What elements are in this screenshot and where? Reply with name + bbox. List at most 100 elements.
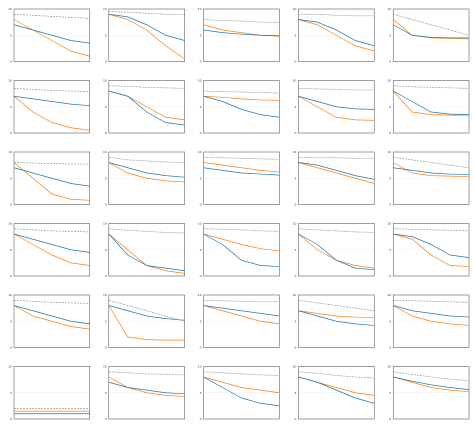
series-line [203,95,280,118]
y-tick-label: 0 [200,346,202,350]
panel: 0 5 10 [103,79,185,135]
y-tick-label: 5 [389,391,391,395]
series-line [393,233,470,258]
series-line [203,95,280,101]
series-line [13,13,90,19]
series-line [13,299,90,304]
series-line [108,305,185,341]
series-line [393,85,470,89]
plot-frame [298,223,375,277]
plot-frame [203,8,280,62]
series-line [392,19,470,40]
series-line [203,19,280,23]
series-line [298,233,375,269]
series-line [108,376,185,397]
series-line [298,156,375,159]
series-line [13,305,90,325]
series-line [108,233,185,272]
y-tick-label: 0 [105,60,107,64]
y-tick-label: 0 [200,274,202,278]
y-tick-label: 0 [294,274,296,278]
y-tick-label: 0 [389,346,391,350]
y-tick-label: 0 [10,131,12,135]
series-line [393,305,470,326]
y-tick-label: 10 [198,79,202,83]
series-line [13,228,90,233]
plot-frame [108,80,185,134]
y-tick-label: 10 [198,293,202,297]
y-tick-label: 0 [294,203,296,207]
series-line [203,233,280,252]
series-line [108,381,185,395]
y-tick-label: 0 [105,203,107,207]
y-tick-label: 10 [103,7,107,11]
y-tick-label: 5 [10,176,12,180]
plot-frame [298,366,375,420]
panel: 0 5 10 [103,150,185,207]
y-tick-label: 5 [200,105,202,109]
y-tick-label: 10 [387,79,391,83]
y-tick-label: 5 [10,105,12,109]
series-line [203,228,280,232]
y-tick-label: 5 [294,176,296,180]
panel: 0 5 10 [8,7,91,64]
y-tick-label: 5 [105,176,107,180]
y-tick-label: 5 [105,319,107,323]
plot-frame [108,8,185,62]
series-line [392,90,469,116]
series-line [393,156,470,169]
plot-frame [13,366,91,420]
series-line [298,233,375,271]
series-line [13,233,90,253]
series-line [13,233,90,266]
series-line [108,90,185,121]
y-tick-label: 0 [389,203,391,207]
y-tick-label: 5 [389,319,391,323]
plot-frame [13,223,91,277]
panel: 0 5 10 [293,365,375,421]
plot-frame [13,151,91,205]
y-tick-label: 0 [294,346,296,350]
series-line [203,90,280,94]
series-line [13,95,90,107]
y-tick-label: 0 [10,417,12,421]
plot-frame [392,80,470,134]
plot-frame [203,366,280,420]
series-line [108,11,185,16]
plot-frame [298,80,375,134]
plot-frame [108,223,185,277]
y-tick-label: 0 [105,131,107,135]
series-line [298,299,375,312]
series-line [393,233,470,267]
panel: 0 5 10 [198,222,280,278]
series-line [108,90,185,126]
y-tick-label: 0 [105,274,107,278]
panel: 0 5 10 [387,7,470,64]
panel: 0 5 10 [387,79,470,135]
y-tick-label: 5 [389,33,391,37]
y-tick-label: 5 [294,105,296,109]
y-tick-label: 5 [200,33,202,37]
panel: 0 5 10 [198,7,280,64]
y-tick-label: 5 [389,176,391,180]
plot-frame [108,366,185,420]
series-line [393,299,470,303]
y-tick-label: 0 [200,60,202,64]
series-line [393,24,469,39]
y-tick-label: 5 [105,105,107,109]
panel: 0 5 10 [293,293,375,350]
series-line [393,13,470,36]
panel: 0 5 10 [293,79,375,135]
y-tick-label: 0 [294,60,296,64]
panel: 0 5 10 [103,222,185,278]
panel: 0 5 10 [103,293,185,350]
y-tick-label: 0 [294,417,296,421]
y-tick-label: 10 [198,7,202,11]
y-tick-label: 0 [200,203,202,207]
series-line [108,233,185,274]
series-line [108,162,185,183]
y-tick-label: 10 [8,150,12,154]
plot-frame [392,366,470,420]
series-line [298,162,375,184]
plot-frame [298,294,375,348]
